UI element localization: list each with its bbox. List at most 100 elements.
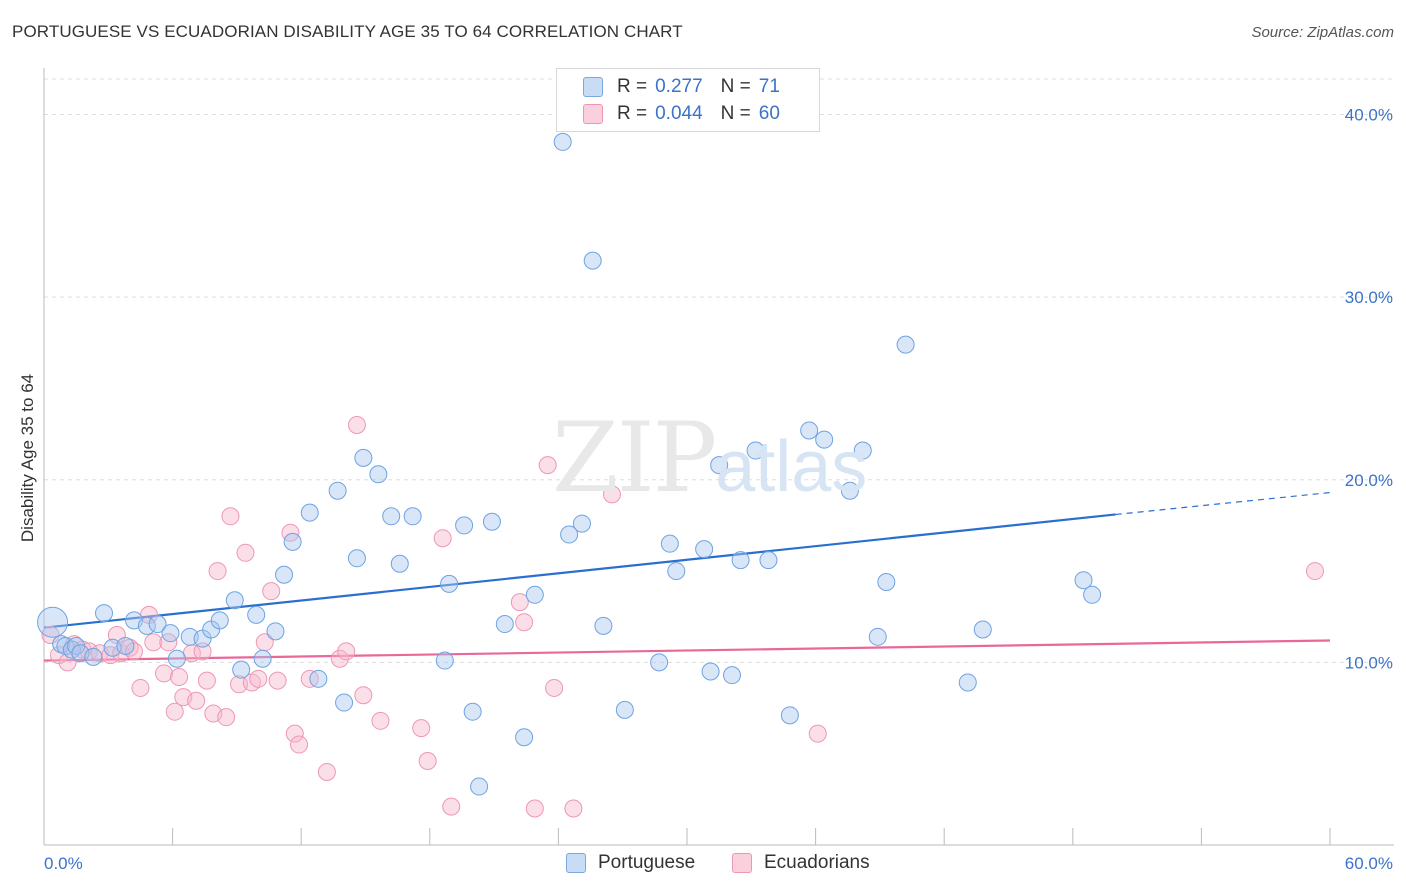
portuguese-point [973, 620, 992, 639]
portuguese-point [167, 649, 186, 668]
legend-row-ecuadorians: R = 0.044 N = 60 [583, 101, 780, 127]
n-value: 71 [758, 76, 780, 97]
portuguese-point [650, 653, 669, 672]
portuguese-point [95, 604, 114, 623]
ecuadorians-swatch [583, 104, 603, 124]
r-label: R = [617, 76, 648, 97]
ecuadorians-point [155, 664, 174, 683]
legend-item-ecuadorians[interactable]: Ecuadorians [732, 852, 870, 874]
x-ticks [43, 828, 1331, 845]
ecuadorians-point [545, 678, 564, 697]
portuguese-point [300, 503, 319, 522]
y-tick-labels: 10.0% 20.0% 30.0% 40.0% [1345, 106, 1393, 673]
portuguese-point [470, 777, 489, 796]
ecuadorians-label: Ecuadorians [764, 852, 870, 873]
portuguese-trend-line [43, 513, 1116, 629]
portuguese-point [232, 660, 251, 679]
portuguese-point [1074, 571, 1093, 590]
ecuadorians-point [442, 797, 461, 816]
r-value: 0.277 [655, 76, 703, 97]
source-credit: Source: ZipAtlas.com [1251, 24, 1394, 41]
portuguese-point [525, 585, 544, 604]
trend-lines [43, 491, 1331, 662]
portuguese-point [701, 662, 720, 681]
ecuadorians-trend-line [43, 639, 1331, 662]
portuguese-point [369, 465, 388, 484]
portuguese-point [896, 335, 915, 354]
portuguese-point [731, 551, 750, 570]
portuguese-point [853, 441, 872, 460]
watermark: ZIPatlas [552, 402, 867, 514]
ecuadorians-point [217, 708, 236, 727]
portuguese-point [440, 574, 459, 593]
ecuadorians-point [221, 507, 240, 526]
portuguese-point [723, 666, 742, 685]
portuguese-point [328, 481, 347, 500]
gridlines [44, 78, 1394, 663]
portuguese-point [390, 554, 409, 573]
y-axis-label: Disability Age 35 to 64 [18, 374, 37, 542]
ecuadorians-point [412, 719, 431, 738]
portuguese-label: Portuguese [598, 852, 696, 873]
ecuadorians-point [347, 415, 366, 434]
stats-legend: R = 0.277 N = 71 R = 0.044 N = 60 [556, 68, 820, 132]
ecuadorians-point [510, 593, 529, 612]
ecuadorians-point [285, 724, 304, 743]
portuguese-point [660, 534, 679, 553]
portuguese-point [1083, 585, 1102, 604]
portuguese-point [695, 540, 714, 559]
ecuadorians-point [433, 529, 452, 548]
ecuadorians-point [354, 686, 373, 705]
chart-title: PORTUGUESE VS ECUADORIAN DISABILITY AGE … [12, 22, 683, 41]
portuguese-point [253, 649, 272, 668]
x-tick-label-max: 60.0% [1345, 854, 1393, 873]
ecuadorians-point [371, 711, 390, 730]
portuguese-point [553, 132, 572, 151]
portuguese-point [958, 673, 977, 692]
portuguese-point [463, 702, 482, 721]
ecuadorians-point [262, 582, 281, 601]
ecuadorians-point [515, 613, 534, 632]
portuguese-point [37, 606, 69, 638]
portuguese-point [247, 605, 266, 624]
ecuadorians-point [538, 456, 557, 475]
ecuadorians-point [330, 649, 349, 668]
ecuadorians-point [208, 562, 227, 581]
portuguese-point [780, 706, 799, 725]
portuguese-trend-extension [1115, 491, 1331, 516]
portuguese-point [710, 456, 729, 475]
ecuadorians-point [197, 671, 216, 690]
portuguese-point [225, 591, 244, 610]
portuguese-point [455, 516, 474, 535]
portuguese-point [815, 430, 834, 449]
portuguese-point [84, 647, 103, 666]
portuguese-points [37, 132, 1102, 796]
legend-item-portuguese[interactable]: Portuguese [566, 852, 695, 874]
portuguese-point [495, 615, 514, 634]
ecuadorians-point [165, 702, 184, 721]
r-value: 0.044 [655, 103, 703, 124]
portuguese-point [800, 421, 819, 440]
portuguese-point [347, 549, 366, 568]
ecuadorians-point [337, 642, 356, 661]
ecuadorians-point [193, 642, 212, 661]
r-label: R = [617, 103, 648, 124]
portuguese-point [583, 251, 602, 270]
portuguese-point [403, 507, 422, 526]
portuguese-point [759, 551, 778, 570]
n-value: 60 [758, 103, 780, 124]
ecuadorians-point [187, 691, 206, 710]
ecuadorians-point [268, 671, 287, 690]
n-label: N = [720, 76, 751, 97]
portuguese-point [283, 532, 302, 551]
ecuadorians-point [808, 724, 827, 743]
ecuadorians-point [317, 762, 336, 781]
portuguese-point [266, 622, 285, 641]
y-tick-label: 40.0% [1345, 106, 1393, 125]
portuguese-swatch [583, 77, 603, 97]
portuguese-point [560, 525, 579, 544]
ecuadorians-point [144, 633, 163, 652]
portuguese-point [210, 611, 229, 630]
portuguese-point [309, 669, 328, 688]
